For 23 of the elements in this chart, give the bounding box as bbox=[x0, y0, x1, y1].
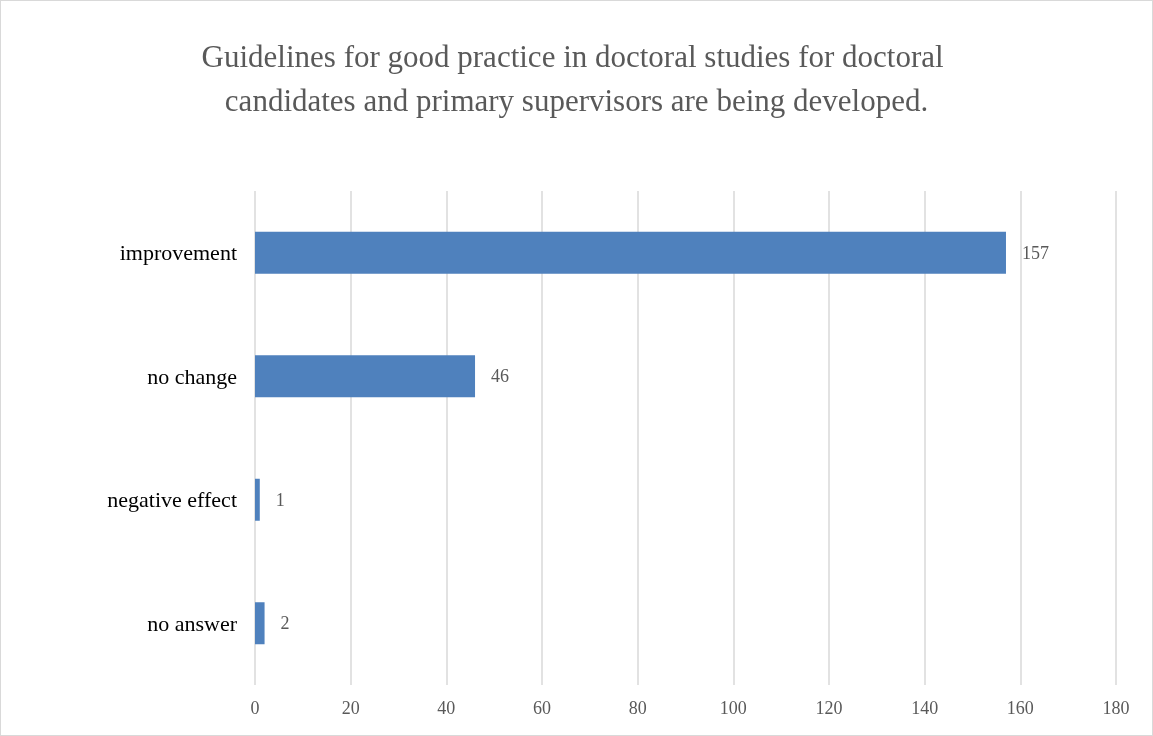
x-tick-label: 20 bbox=[341, 698, 360, 718]
chart-title: Guidelines for good practice in doctoral studies for doctoral candidates and primary supervisors are being developed. bbox=[201, 38, 952, 118]
data-label: 1 bbox=[275, 489, 285, 510]
data-label: 46 bbox=[491, 366, 510, 387]
y-tick-label: improvement bbox=[119, 240, 237, 266]
y-tick-label: negative effect bbox=[107, 487, 237, 513]
data-label: 2 bbox=[280, 613, 290, 634]
bar bbox=[255, 602, 265, 645]
x-tick-label: 60 bbox=[533, 698, 551, 718]
bar bbox=[255, 231, 1006, 274]
x-tick-label: 80 bbox=[628, 698, 647, 718]
bar bbox=[255, 478, 260, 521]
data-label: 157 bbox=[1021, 242, 1049, 263]
x-tick-label: 180 bbox=[1102, 698, 1130, 718]
x-tick-label: 100 bbox=[719, 698, 747, 718]
y-tick-label: no change bbox=[147, 363, 237, 389]
x-tick-label: 120 bbox=[815, 698, 843, 718]
x-tick-label: 40 bbox=[437, 698, 456, 718]
x-tick-label: 160 bbox=[1006, 698, 1034, 718]
x-tick-label: 0 bbox=[250, 698, 260, 718]
y-tick-label: no answer bbox=[147, 610, 238, 636]
x-tick-label: 140 bbox=[911, 698, 939, 718]
bar bbox=[255, 355, 476, 398]
